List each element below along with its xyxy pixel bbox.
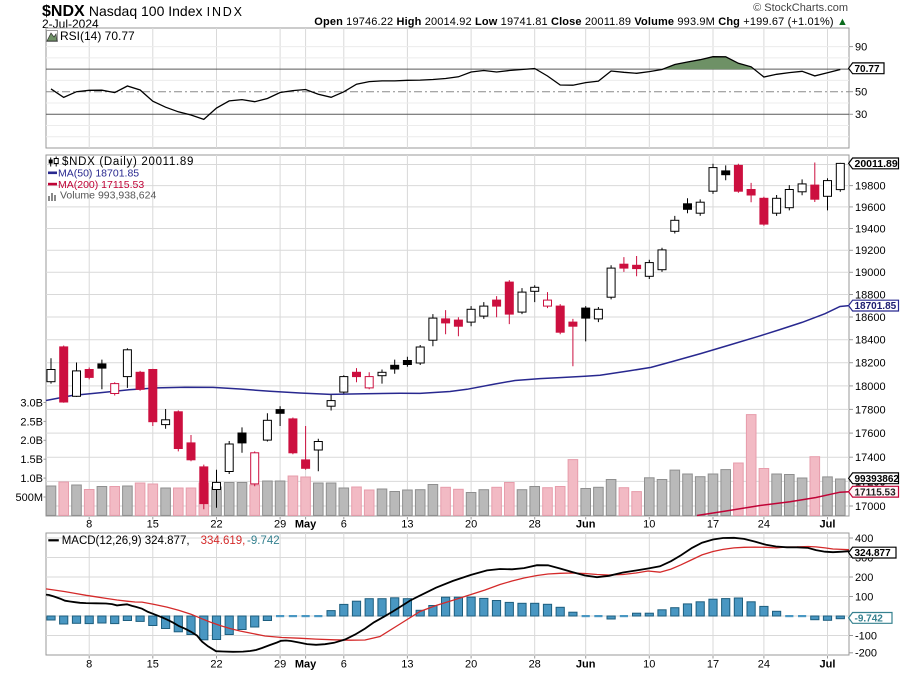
svg-text:May: May	[295, 659, 317, 671]
svg-text:17600: 17600	[855, 428, 886, 440]
svg-text:18800: 18800	[855, 289, 886, 301]
svg-text:400: 400	[855, 533, 873, 545]
svg-text:8: 8	[86, 519, 92, 531]
svg-text:18200: 18200	[855, 358, 886, 370]
svg-text:17115.53: 17115.53	[855, 487, 897, 498]
svg-text:20011.89: 20011.89	[855, 158, 898, 170]
svg-text:334.619,: 334.619,	[201, 535, 246, 547]
svg-text:10: 10	[643, 659, 655, 671]
svg-text:17000: 17000	[855, 501, 886, 513]
svg-text:Volume 993,938,624: Volume 993,938,624	[60, 190, 156, 202]
svg-text:28: 28	[529, 519, 541, 531]
svg-text:6: 6	[341, 659, 347, 671]
svg-text:May: May	[295, 519, 317, 531]
svg-text:28: 28	[529, 659, 541, 671]
svg-text:Jun: Jun	[576, 659, 596, 671]
svg-text:1.0B: 1.0B	[20, 473, 43, 485]
svg-text:18701.85: 18701.85	[855, 301, 897, 312]
svg-text:2.0B: 2.0B	[20, 435, 43, 447]
svg-text:$NDX (Daily) 20011.89: $NDX (Daily) 20011.89	[62, 156, 194, 168]
svg-text:324.877: 324.877	[855, 548, 892, 559]
svg-text:18000: 18000	[855, 381, 886, 393]
svg-text:22: 22	[210, 659, 222, 671]
svg-text:17: 17	[707, 519, 719, 531]
svg-text:-9.742: -9.742	[247, 535, 280, 547]
svg-text:19800: 19800	[855, 181, 886, 193]
svg-text:Jun: Jun	[576, 519, 596, 531]
svg-text:30: 30	[855, 109, 867, 121]
svg-text:-9.742: -9.742	[855, 614, 884, 625]
svg-text:17400: 17400	[855, 452, 886, 464]
svg-text:99393862: 99393862	[855, 474, 900, 485]
svg-text:50: 50	[855, 87, 867, 99]
svg-text:-200: -200	[855, 648, 877, 660]
svg-text:19400: 19400	[855, 223, 886, 235]
svg-text:20: 20	[465, 659, 477, 671]
svg-text:18600: 18600	[855, 312, 886, 324]
svg-text:17: 17	[707, 659, 719, 671]
svg-text:24: 24	[758, 519, 770, 531]
svg-text:200: 200	[855, 572, 873, 584]
svg-text:17800: 17800	[855, 404, 886, 416]
svg-text:Jul: Jul	[820, 519, 836, 531]
svg-text:500M: 500M	[15, 492, 43, 504]
svg-text:24: 24	[758, 659, 770, 671]
svg-text:15: 15	[147, 519, 159, 531]
svg-text:20: 20	[465, 519, 477, 531]
svg-text:10: 10	[643, 519, 655, 531]
svg-text:1.5B: 1.5B	[20, 454, 43, 466]
svg-text:-100: -100	[855, 630, 877, 642]
svg-text:Jul: Jul	[820, 659, 836, 671]
svg-text:13: 13	[401, 519, 413, 531]
svg-text:MACD(12,26,9) 324.877,: MACD(12,26,9) 324.877,	[62, 535, 190, 547]
svg-text:100: 100	[855, 591, 873, 603]
svg-text:90: 90	[855, 42, 867, 54]
svg-text:15: 15	[147, 659, 159, 671]
svg-text:8: 8	[86, 659, 92, 671]
svg-text:22: 22	[210, 519, 222, 531]
svg-text:18400: 18400	[855, 335, 886, 347]
svg-text:RSI(14) 70.77: RSI(14) 70.77	[60, 29, 135, 43]
svg-text:MA(200) 17115.53: MA(200) 17115.53	[58, 179, 144, 191]
svg-text:19200: 19200	[855, 245, 886, 257]
svg-text:MA(50) 18701.85: MA(50) 18701.85	[58, 168, 139, 180]
svg-text:19600: 19600	[855, 202, 886, 214]
svg-text:6: 6	[341, 519, 347, 531]
svg-text:19000: 19000	[855, 267, 886, 279]
svg-text:13: 13	[401, 659, 413, 671]
svg-text:29: 29	[274, 659, 286, 671]
svg-text:2.5B: 2.5B	[20, 416, 43, 428]
svg-text:3.0B: 3.0B	[20, 397, 43, 409]
svg-text:70.77: 70.77	[855, 64, 880, 75]
svg-text:29: 29	[274, 519, 286, 531]
